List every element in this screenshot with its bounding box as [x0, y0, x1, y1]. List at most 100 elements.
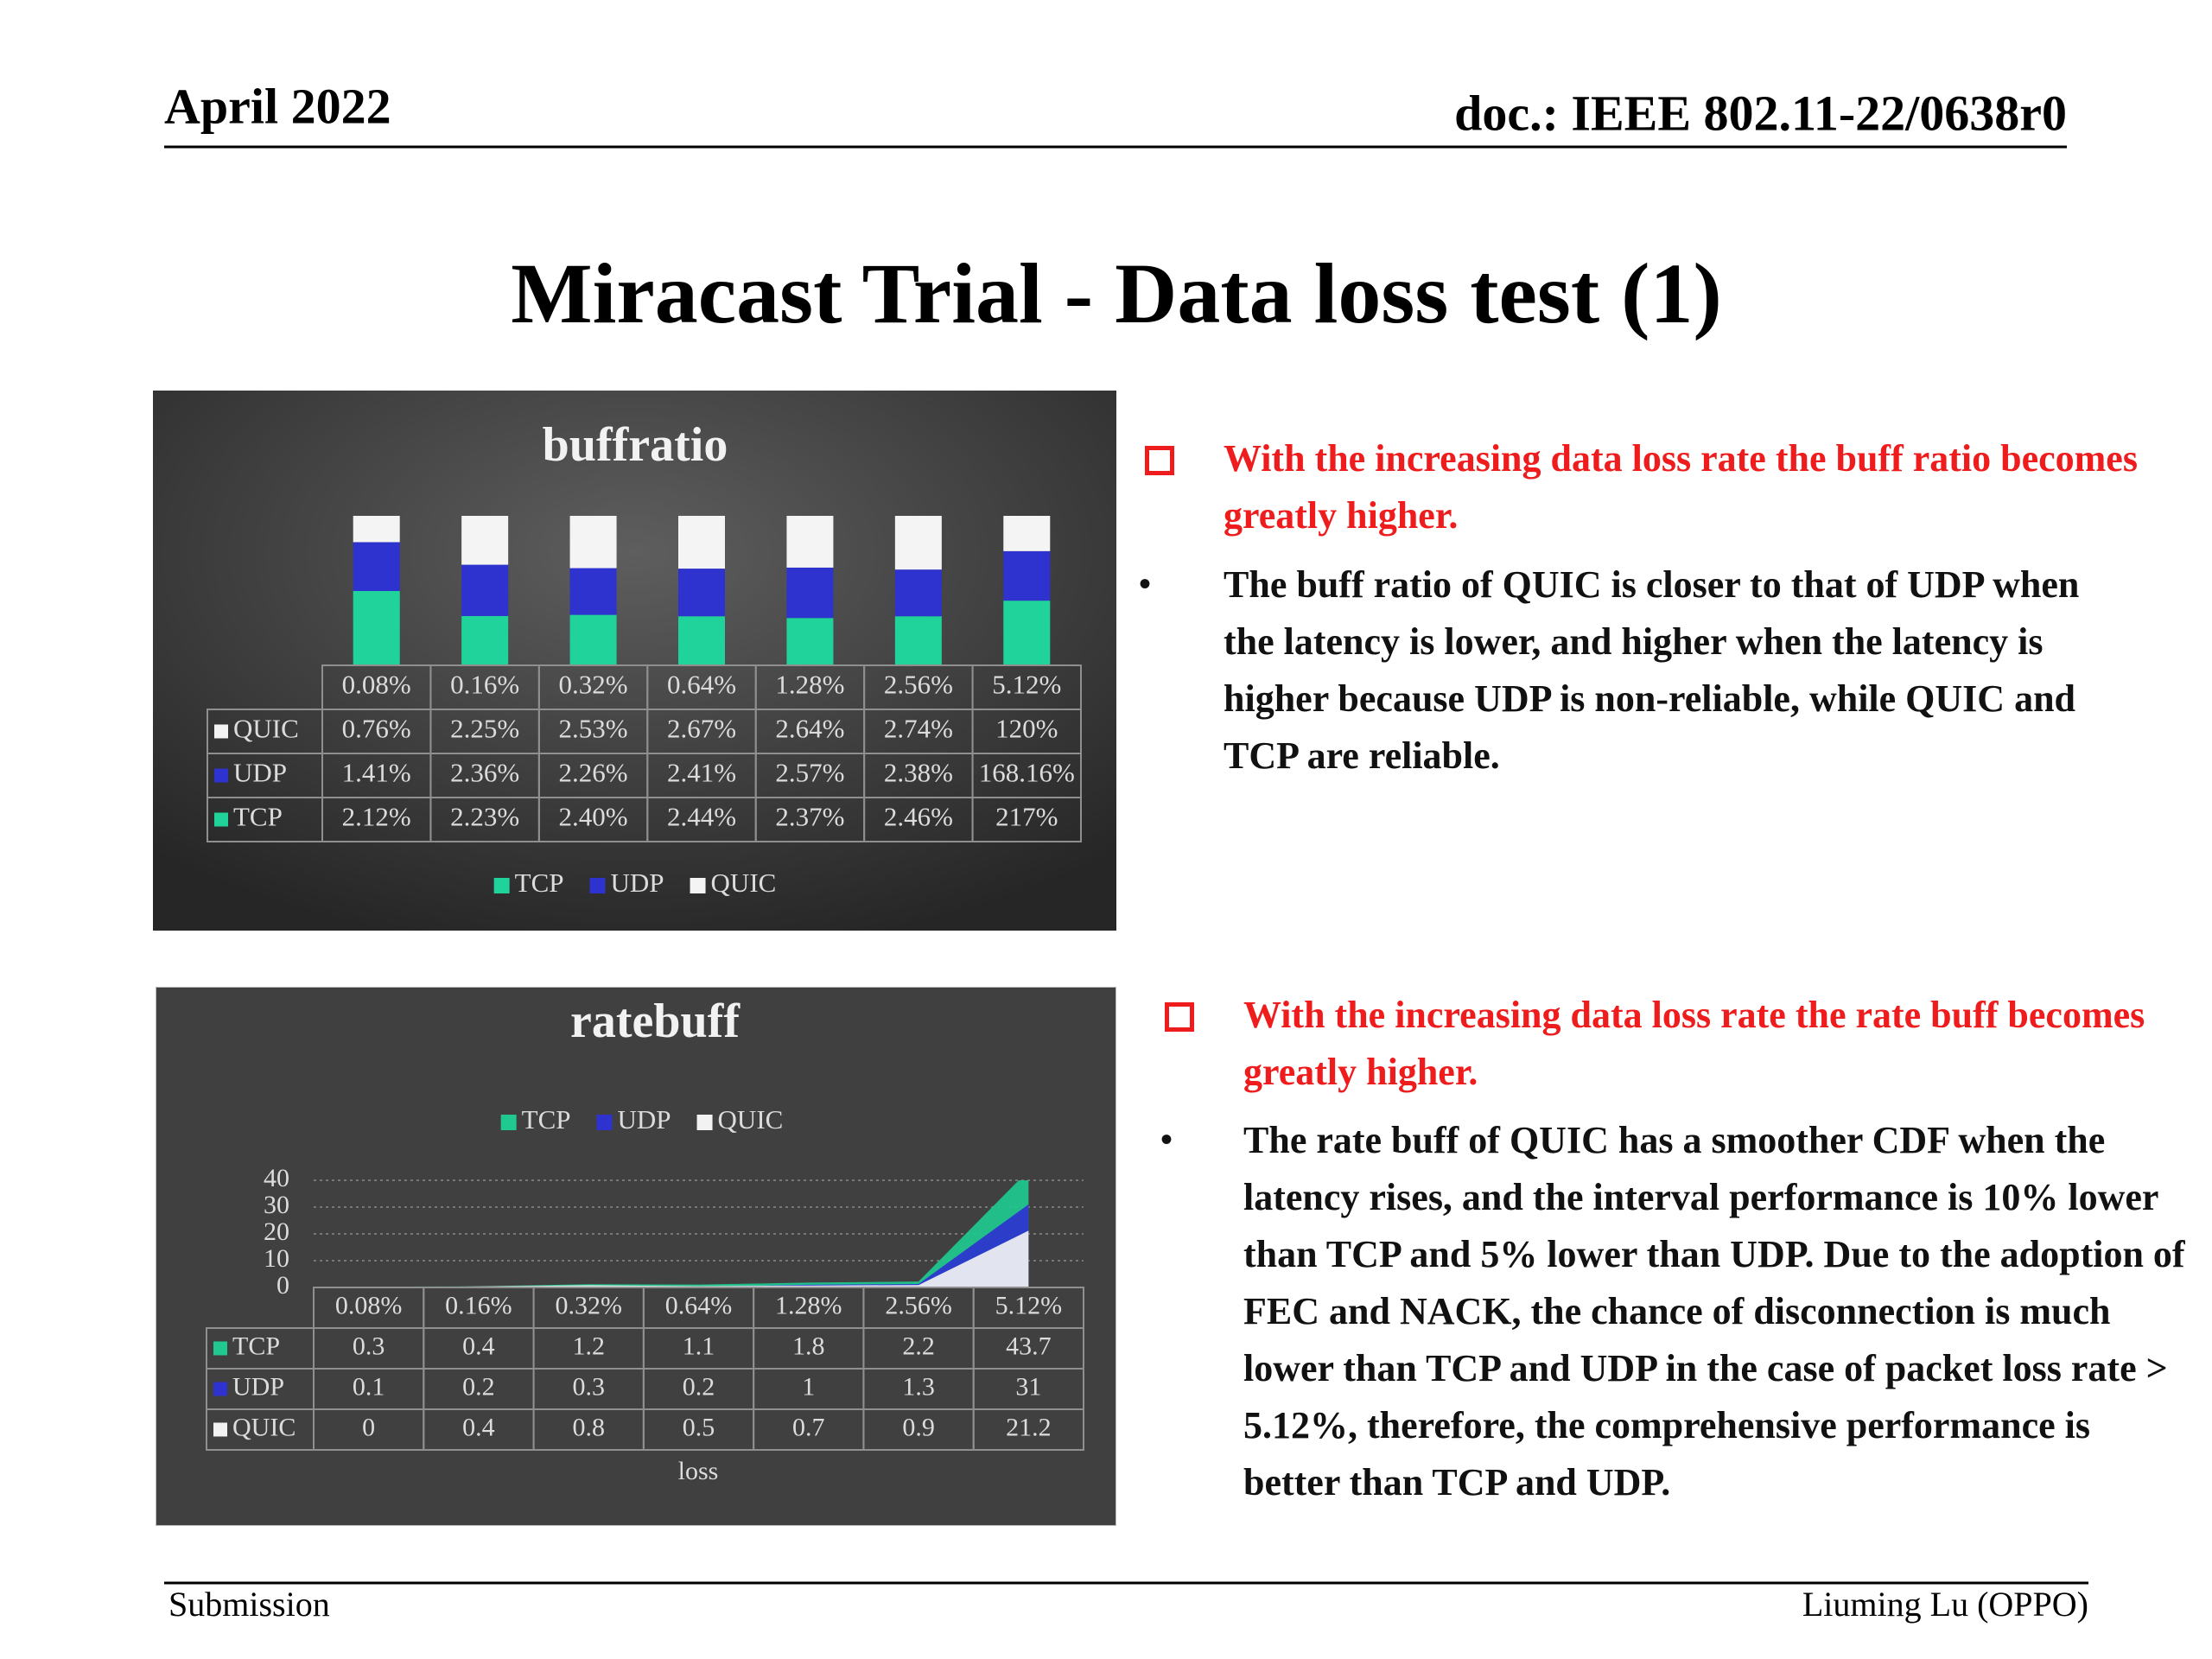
slide-title: Miracast Trial - Data loss test (1) — [511, 245, 1722, 341]
bar-segment — [569, 568, 617, 615]
table-value: 2.38% — [884, 758, 953, 788]
table-value: 2.44% — [667, 802, 736, 832]
legend-label: TCP — [515, 868, 564, 898]
table-value: 0.4 — [462, 1332, 495, 1360]
table-value: 1.3 — [902, 1372, 935, 1401]
bar-segment — [894, 616, 942, 664]
table-header: 0.08% — [335, 1291, 403, 1319]
table-value: 2.40% — [559, 802, 628, 832]
legend-label: TCP — [522, 1104, 571, 1135]
table-value: 0.3 — [572, 1372, 605, 1401]
y-tick-label: 10 — [264, 1244, 289, 1273]
table-header: 2.56% — [884, 670, 953, 700]
table-header: 0.32% — [555, 1291, 622, 1319]
y-tick-label: 30 — [264, 1191, 289, 1219]
bar-segment — [569, 614, 617, 664]
table-value: 1 — [802, 1372, 815, 1401]
bar-segment — [1003, 516, 1051, 551]
footer-right: Liuming Lu (OPPO) — [1802, 1585, 2088, 1624]
table-value: 0.7 — [792, 1413, 825, 1441]
bar-segment — [678, 616, 725, 664]
table-value: 0.76% — [342, 714, 411, 744]
table-header: 0.16% — [445, 1291, 512, 1319]
table-value: 1.8 — [792, 1332, 825, 1360]
highlight-text: With the increasing data loss rate the b… — [1224, 437, 2138, 537]
legend-key — [596, 1115, 613, 1130]
bullet-text: The rate buff of QUIC has a smoother CDF… — [1243, 1119, 2185, 1503]
table-value: 31 — [1015, 1372, 1041, 1401]
chart-title: buffratio — [543, 418, 728, 472]
table-value: 2.25% — [450, 714, 519, 744]
footer-left: Submission — [168, 1585, 330, 1624]
table-value: 2.64% — [775, 714, 844, 744]
bar-segment — [569, 516, 617, 569]
table-header: 1.28% — [775, 670, 844, 700]
table-value: 0.4 — [462, 1413, 495, 1441]
table-value: 0 — [362, 1413, 375, 1441]
table-value: 2.46% — [884, 802, 953, 832]
bullet-dot: • — [1139, 564, 1152, 603]
table-value: 2.36% — [450, 758, 519, 788]
bar-segment — [786, 567, 834, 619]
legend-key — [213, 1341, 227, 1356]
table-value: 1.1 — [683, 1332, 715, 1360]
bar-segment — [678, 569, 725, 617]
table-header: 5.12% — [992, 670, 1061, 700]
bar-segment — [786, 516, 834, 568]
table-header: 1.28% — [775, 1291, 842, 1319]
table-value: 0.5 — [683, 1413, 715, 1441]
table-value: 21.2 — [1006, 1413, 1052, 1441]
table-value: 2.57% — [775, 758, 844, 788]
table-header: 0.64% — [667, 670, 736, 700]
bar-segment — [678, 516, 725, 569]
legend-key — [213, 1422, 227, 1437]
legend-key — [214, 724, 228, 739]
table-header: 2.56% — [885, 1291, 952, 1319]
table-value: 2.23% — [450, 802, 519, 832]
area — [368, 1230, 1029, 1287]
table-header: 0.32% — [559, 670, 628, 700]
table-value: 2.41% — [667, 758, 736, 788]
table-row-label: QUIC — [233, 714, 299, 744]
table-value: 0.3 — [353, 1332, 385, 1360]
table-value: 120% — [995, 714, 1058, 744]
legend-key — [589, 878, 606, 893]
y-tick-label: 20 — [264, 1217, 289, 1246]
y-tick-label: 40 — [264, 1164, 289, 1192]
legend-label: QUIC — [711, 868, 777, 898]
plot-area — [368, 1180, 1029, 1287]
square-bullet — [1145, 446, 1174, 475]
table-value: 0.9 — [902, 1413, 935, 1441]
chart-title: ratebuff — [570, 995, 741, 1048]
legend: TCP UDP QUIC — [500, 1104, 783, 1135]
legend: TCP UDP QUIC — [493, 868, 777, 898]
bar-segment — [1003, 550, 1051, 601]
table-cell — [972, 1408, 1085, 1451]
chart-background — [153, 391, 1116, 931]
legend-label: UDP — [618, 1104, 671, 1135]
chart-buffratio: buffratio 0.08% 0.16% 0.32% 0.64% 1.28% 2.56% 5… — [153, 391, 1116, 931]
legend-key — [690, 878, 706, 893]
legend-label: UDP — [611, 868, 664, 898]
legend-key — [696, 1115, 713, 1130]
table-value: 2.74% — [884, 714, 953, 744]
table-header: 0.16% — [450, 670, 519, 700]
header-doc: doc.: IEEE 802.11-22/0638r0 — [1454, 85, 2067, 141]
table-row-label: TCP — [232, 1332, 280, 1360]
table-value: 0.1 — [353, 1372, 385, 1401]
table-value: 0.8 — [572, 1413, 605, 1441]
legend-key — [214, 768, 228, 783]
bar-segment — [353, 542, 400, 592]
table-value: 0.2 — [462, 1372, 495, 1401]
table-value: 2.67% — [667, 714, 736, 744]
table-row-label: QUIC — [232, 1413, 296, 1441]
table-value: 217% — [995, 802, 1058, 832]
bar-segment — [461, 615, 509, 664]
bar-segment — [461, 516, 509, 565]
header-date: April 2022 — [164, 78, 391, 134]
table-header: 0.08% — [342, 670, 411, 700]
legend-key — [493, 878, 510, 893]
